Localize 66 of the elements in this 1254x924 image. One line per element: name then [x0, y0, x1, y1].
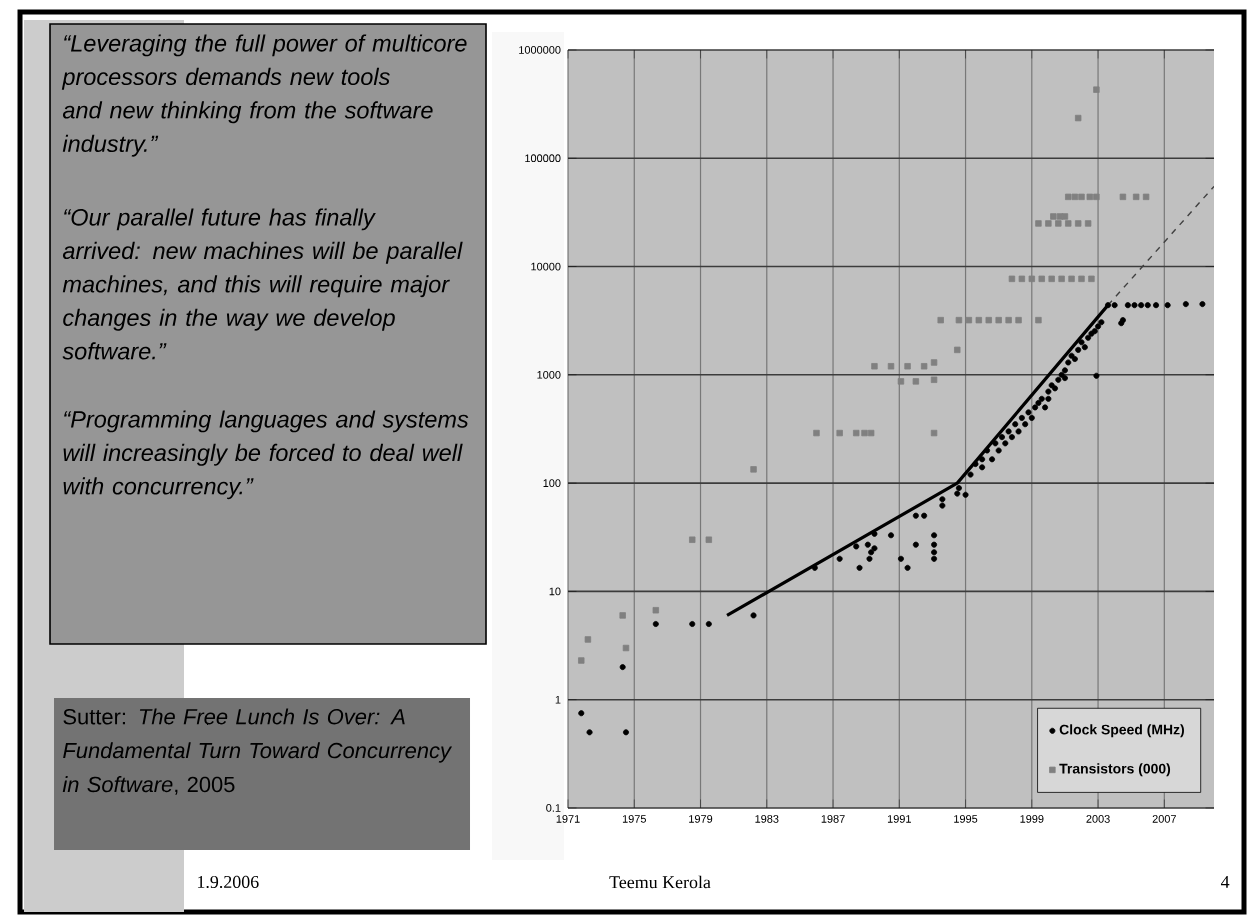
point — [975, 316, 982, 324]
point — [1058, 275, 1065, 283]
point — [887, 363, 895, 370]
point — [1068, 275, 1075, 283]
point — [1028, 275, 1036, 283]
point — [578, 657, 585, 664]
point — [1088, 275, 1095, 283]
text: “Leveraging the full power of multicore processors demands new tools and new thinking from the software industry.” — [61, 34, 467, 157]
point — [954, 346, 961, 354]
point — [1015, 316, 1022, 324]
point — [1035, 220, 1042, 227]
text: Teemu Kerola — [609, 875, 711, 889]
text: Sutter: The Free Lunch Is Over: A Fundamental Turn Toward Concurrency in Software, 2005 — [62, 708, 453, 795]
point — [689, 536, 696, 543]
text: 4 — [1220, 876, 1230, 888]
point — [965, 316, 973, 324]
point — [937, 316, 944, 324]
point — [1093, 193, 1100, 201]
point — [619, 612, 626, 619]
point — [985, 316, 992, 324]
point — [1018, 275, 1026, 283]
point — [813, 429, 820, 437]
point — [1093, 86, 1100, 93]
point — [1061, 213, 1069, 220]
point — [1008, 275, 1016, 283]
point — [1078, 193, 1085, 201]
point — [912, 378, 920, 385]
point — [1142, 193, 1150, 201]
text: “Our parallel future has finally arrived: new machines will be parallel machines, and this will require major changes in the way we develop software.” — [62, 208, 463, 360]
point — [920, 363, 928, 370]
point — [836, 429, 843, 437]
point — [1074, 114, 1082, 122]
point — [1078, 275, 1085, 283]
point — [1035, 316, 1042, 324]
point — [1065, 220, 1072, 227]
text: 1.9.2006 — [197, 875, 259, 889]
point — [904, 363, 911, 370]
point — [853, 429, 860, 437]
point — [1065, 193, 1072, 201]
point — [930, 429, 938, 437]
point — [652, 607, 659, 614]
point — [1048, 275, 1055, 283]
point — [1086, 193, 1093, 201]
point — [750, 466, 757, 473]
point — [861, 429, 868, 437]
point — [1055, 220, 1062, 227]
point — [1071, 193, 1079, 201]
point — [1074, 220, 1082, 227]
point — [995, 316, 1002, 324]
point — [1045, 220, 1052, 227]
point — [1050, 213, 1057, 220]
point — [867, 429, 875, 437]
point — [705, 536, 713, 543]
point — [871, 363, 878, 370]
point — [1038, 275, 1045, 283]
point — [930, 359, 938, 366]
point — [955, 316, 963, 324]
text: “Programming languages and systems will increasingly be forced to deal well with concurrency.” — [63, 410, 469, 500]
point — [930, 376, 938, 383]
point — [584, 636, 592, 643]
point — [1132, 193, 1140, 201]
point — [1005, 316, 1012, 324]
point — [1084, 220, 1092, 227]
point — [622, 644, 630, 652]
point — [897, 378, 905, 385]
point — [1119, 193, 1127, 201]
